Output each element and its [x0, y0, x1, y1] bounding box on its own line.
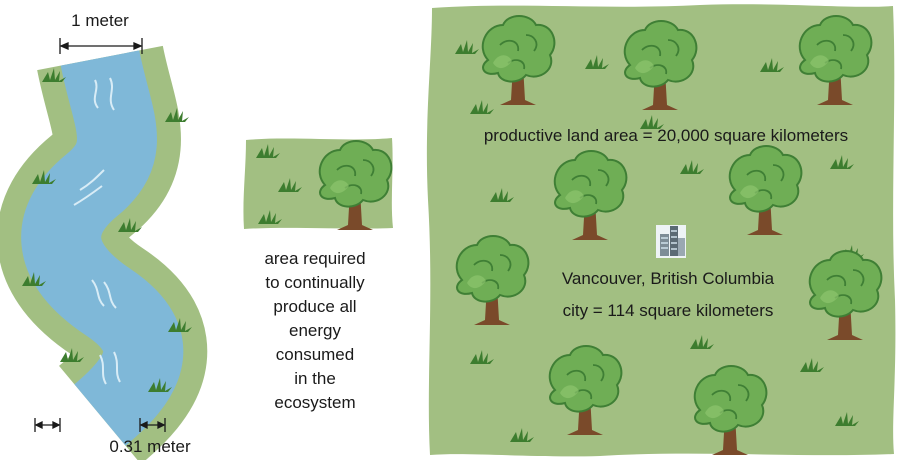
caption-line: produce all	[273, 297, 356, 316]
land-map: productive land area = 20,000 square kil…	[426, 4, 896, 457]
caption-line: to continually	[265, 273, 365, 292]
legend-caption: area required to continually produce all en…	[264, 249, 365, 412]
city-icon	[656, 225, 686, 258]
caption-line: area required	[264, 249, 365, 268]
river: 1 meter 0.31 meter	[0, 11, 208, 460]
caption-line: ecosystem	[274, 393, 355, 412]
caption-line: consumed	[276, 345, 354, 364]
width-label: 1 meter	[71, 11, 129, 30]
land-label: productive land area = 20,000 square kil…	[484, 126, 848, 145]
caption-line: in the	[294, 369, 336, 388]
legend-patch	[243, 138, 393, 231]
caption-line: energy	[289, 321, 341, 340]
city-label: city = 114 square kilometers	[563, 301, 774, 320]
water-ripples	[73, 77, 121, 385]
dimension-lines	[34, 38, 166, 432]
river-water	[21, 49, 184, 446]
bank-label: 0.31 meter	[109, 437, 191, 456]
city-name: Vancouver, British Columbia	[562, 269, 775, 288]
